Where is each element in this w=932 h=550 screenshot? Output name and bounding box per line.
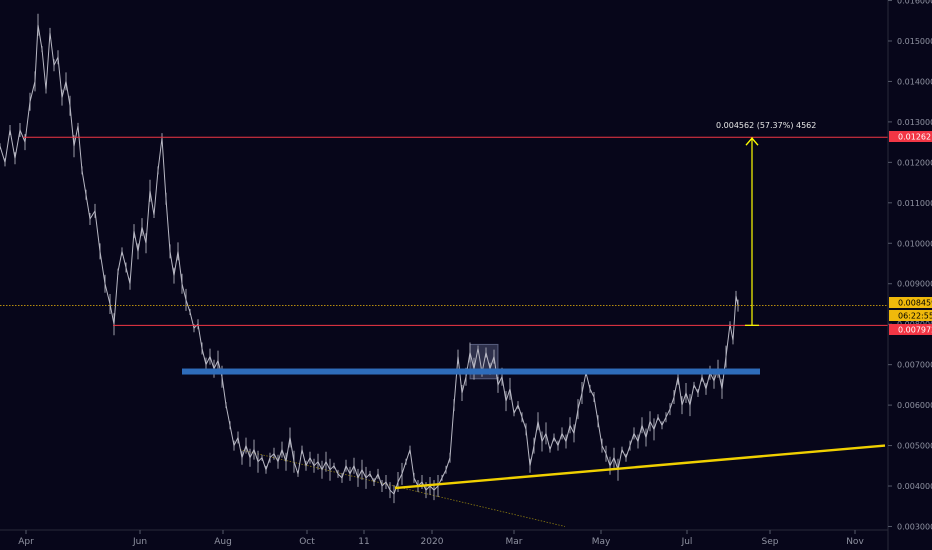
time-tick-label: Nov xyxy=(846,537,864,547)
time-tick-label: Apr xyxy=(18,537,34,547)
support-zone[interactable] xyxy=(182,368,760,375)
price-tick-label: 0.012000 xyxy=(897,158,932,167)
price-tick-label: 0.007000 xyxy=(897,361,932,370)
price-tick-label: 0.009000 xyxy=(897,280,932,289)
price-tick-label: 0.013000 xyxy=(897,118,932,127)
last-price-badge-bg xyxy=(889,297,932,308)
time-tick-label: Jun xyxy=(132,537,147,547)
support-trendline[interactable] xyxy=(394,444,886,490)
price-tick-label: 0.015000 xyxy=(897,37,932,46)
time-tick-label: Aug xyxy=(214,537,232,547)
countdown-badge: 06:22:55 xyxy=(898,312,932,321)
time-tick-label: 11 xyxy=(358,537,369,547)
price-tick-label: 0.003000 xyxy=(897,522,932,531)
lower-red-badge-bg xyxy=(889,324,932,335)
price-badges: 0.012621 0.008459 06:22:55 0.007972 xyxy=(889,131,932,335)
measure-arrowhead xyxy=(745,137,759,146)
price-tick-label: 0.011000 xyxy=(897,199,932,208)
time-tick-label: Oct xyxy=(299,537,315,547)
lower-red-badge: 0.007972 xyxy=(898,326,932,335)
upper-red-badge: 0.012621 xyxy=(898,133,932,142)
time-tick-label: Mar xyxy=(506,537,523,547)
time-tick-label: Sep xyxy=(762,537,779,547)
time-tick-label: May xyxy=(592,537,611,547)
price-tick-label: 0.014000 xyxy=(897,77,932,86)
countdown-badge-bg xyxy=(889,310,932,321)
price-tick-label: 0.005000 xyxy=(897,442,932,451)
price-tick-label: 0.004000 xyxy=(897,482,932,491)
time-tick-label: Jul xyxy=(681,537,693,547)
last-price-badge: 0.008459 xyxy=(898,299,932,308)
price-tick-label: 0.010000 xyxy=(897,239,932,248)
upper-red-badge-bg xyxy=(889,131,932,142)
time-axis[interactable]: Apr Jun Aug Oct 11 2020 Mar May Jul Sep Nov xyxy=(18,530,864,547)
price-line[interactable] xyxy=(0,24,739,496)
price-tick-label: 0.016000 xyxy=(897,0,932,6)
price-tick-label: 0.006000 xyxy=(897,401,932,410)
plot-layer xyxy=(0,13,888,527)
time-tick-label: 2020 xyxy=(421,537,444,547)
measure-label: 0.004562 (57.37%) 4562 xyxy=(716,121,816,130)
